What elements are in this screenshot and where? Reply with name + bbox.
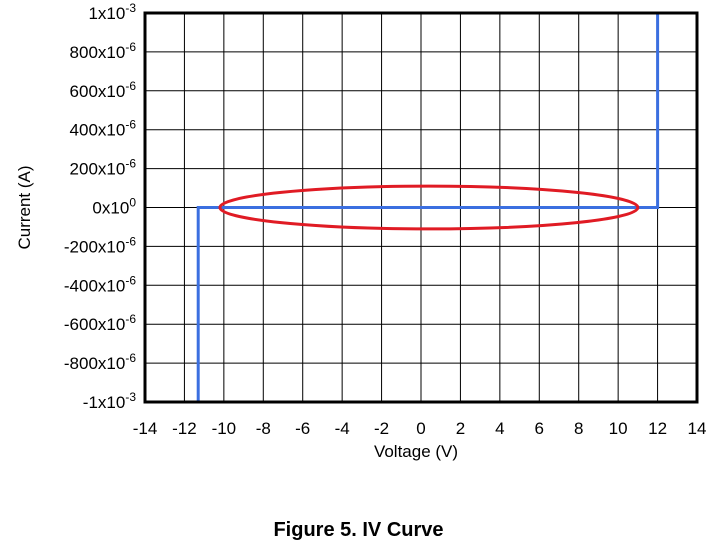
y-tick-separator: x10 <box>98 160 125 179</box>
y-tick-separator: x10 <box>98 315 125 334</box>
y-tick-separator: x10 <box>102 199 129 218</box>
y-tick-mantissa: 1 <box>88 4 97 23</box>
y-tick-mantissa: 400 <box>70 121 98 140</box>
y-tick-mantissa: -1 <box>83 393 98 412</box>
y-tick-exponent: -6 <box>125 351 136 365</box>
y-tick-separator: x10 <box>98 276 125 295</box>
x-tick-label: 10 <box>609 419 628 438</box>
y-tick-mantissa: 0 <box>92 199 101 218</box>
y-tick-label: 1x10-3 <box>88 1 136 23</box>
y-tick-exponent: -6 <box>125 273 136 287</box>
figure-caption: Figure 5. IV Curve <box>273 519 444 541</box>
y-tick-label: 600x10-6 <box>70 79 137 101</box>
y-tick-exponent: -6 <box>125 40 136 54</box>
y-tick-mantissa: -200 <box>64 237 98 256</box>
plot-frame <box>143 11 699 404</box>
y-tick-separator: x10 <box>98 393 125 412</box>
y-tick-exponent: -6 <box>125 312 136 326</box>
x-tick-label: 2 <box>456 419 465 438</box>
y-tick-mantissa: -400 <box>64 276 98 295</box>
y-axis-title: Current (A) <box>15 165 34 249</box>
x-tick-label: -12 <box>172 419 197 438</box>
y-tick-exponent: -6 <box>125 157 136 171</box>
y-tick-label: 800x10-6 <box>70 40 137 62</box>
y-tick-separator: x10 <box>98 121 125 140</box>
y-tick-mantissa: -600 <box>64 315 98 334</box>
annotation-ellipse-0 <box>218 184 640 231</box>
y-tick-label: -800x10-6 <box>64 351 136 373</box>
y-tick-exponent: -6 <box>125 79 136 93</box>
x-tick-label: -6 <box>295 419 310 438</box>
y-tick-exponent: -6 <box>125 118 136 132</box>
y-tick-label: 0x100 <box>92 196 136 218</box>
y-tick-mantissa: 600 <box>70 82 98 101</box>
x-axis-title: Voltage (V) <box>374 442 458 461</box>
x-tick-label: -4 <box>335 419 350 438</box>
y-tick-label: 400x10-6 <box>70 118 137 140</box>
y-tick-mantissa: -800 <box>64 354 98 373</box>
y-tick-exponent: -3 <box>125 390 136 404</box>
y-tick-separator: x10 <box>98 4 125 23</box>
y-tick-label: -1x10-3 <box>83 390 137 412</box>
x-tick-label: -14 <box>133 419 158 438</box>
x-tick-label: -2 <box>374 419 389 438</box>
x-tick-label: 8 <box>574 419 583 438</box>
y-tick-separator: x10 <box>98 82 125 101</box>
y-tick-exponent: -6 <box>125 234 136 248</box>
y-tick-separator: x10 <box>98 237 125 256</box>
x-tick-label: 0 <box>416 419 425 438</box>
x-tick-label: 12 <box>648 419 667 438</box>
y-tick-mantissa: 800 <box>70 43 98 62</box>
x-tick-label: 6 <box>535 419 544 438</box>
x-tick-label: 14 <box>688 419 707 438</box>
y-tick-mantissa: 200 <box>70 160 98 179</box>
y-tick-label: 200x10-6 <box>70 157 137 179</box>
x-tick-label: 4 <box>495 419 504 438</box>
x-tick-label: -8 <box>256 419 271 438</box>
y-tick-exponent: 0 <box>129 196 136 210</box>
x-tick-label: -10 <box>212 419 237 438</box>
y-tick-label: -200x10-6 <box>64 234 136 256</box>
series-line-0 <box>196 13 660 402</box>
y-tick-label: -400x10-6 <box>64 273 136 295</box>
y-tick-separator: x10 <box>98 354 125 373</box>
y-tick-label: -600x10-6 <box>64 312 136 334</box>
y-tick-separator: x10 <box>98 43 125 62</box>
y-tick-exponent: -3 <box>125 1 136 15</box>
